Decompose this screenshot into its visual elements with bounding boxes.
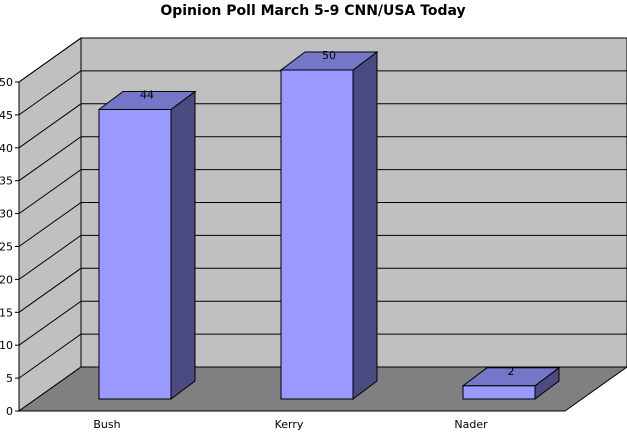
y-tick-label: 50 <box>0 76 13 89</box>
bar-nader <box>462 385 536 400</box>
chart-title: Opinion Poll March 5-9 CNN/USA Today <box>160 3 465 19</box>
gridline <box>18 333 627 379</box>
y-tick-label: 10 <box>0 339 13 352</box>
bar-side-kerry <box>352 51 378 400</box>
data-label-nader: 2 <box>508 365 515 378</box>
y-tick-label: 20 <box>0 273 13 286</box>
data-label-bush: 44 <box>140 88 154 101</box>
y-tick-label: 35 <box>0 175 13 188</box>
bar-kerry <box>280 69 354 400</box>
x-tick-label-nader: Nader <box>454 418 488 431</box>
gridline <box>18 169 627 215</box>
plot-area: 0 5 10 15 20 25 30 35 40 45 50 44 Bush 50 Kerry 2 Nader <box>0 37 627 431</box>
bar-side-bush <box>170 90 196 400</box>
gridline <box>18 136 627 182</box>
gridline <box>18 267 627 313</box>
gridline <box>18 103 627 149</box>
gridline <box>18 234 627 280</box>
gridline <box>18 300 627 346</box>
y-tick-label: 25 <box>0 241 13 254</box>
y-tick-label: 45 <box>0 109 13 122</box>
x-tick-label-bush: Bush <box>93 418 120 431</box>
bar-bush <box>98 108 172 400</box>
x-tick-label-kerry: Kerry <box>275 418 304 431</box>
y-tick-label: 40 <box>0 142 13 155</box>
gridline <box>18 70 627 116</box>
y-tick-label: 15 <box>0 306 13 319</box>
y-tick-label: 30 <box>0 208 13 221</box>
y-tick-label: 5 <box>6 372 13 385</box>
gridline <box>18 37 627 83</box>
gridline <box>18 202 627 247</box>
data-label-kerry: 50 <box>322 49 336 62</box>
y-tick-label: 0 <box>6 405 13 418</box>
